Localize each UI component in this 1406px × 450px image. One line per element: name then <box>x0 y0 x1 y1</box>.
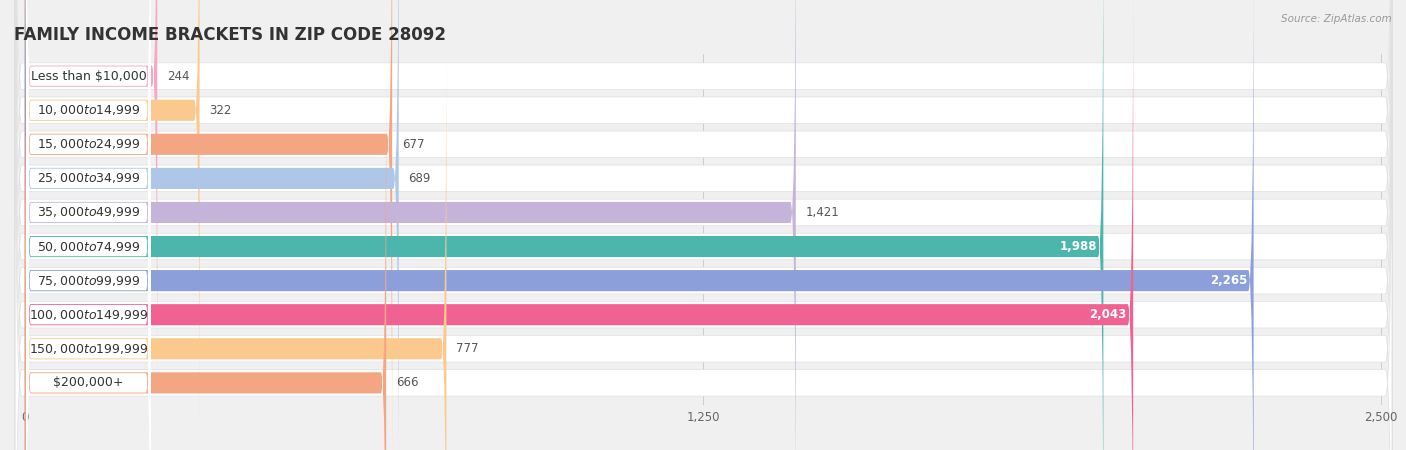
Text: $200,000+: $200,000+ <box>53 376 124 389</box>
FancyBboxPatch shape <box>25 0 157 406</box>
FancyBboxPatch shape <box>15 0 1392 450</box>
Text: $50,000 to $74,999: $50,000 to $74,999 <box>37 239 141 253</box>
FancyBboxPatch shape <box>25 0 150 407</box>
Text: 244: 244 <box>167 70 190 83</box>
Text: $25,000 to $34,999: $25,000 to $34,999 <box>37 171 141 185</box>
Text: $10,000 to $14,999: $10,000 to $14,999 <box>37 103 141 117</box>
Text: $100,000 to $149,999: $100,000 to $149,999 <box>28 308 148 322</box>
Text: Source: ZipAtlas.com: Source: ZipAtlas.com <box>1281 14 1392 23</box>
Text: Less than $10,000: Less than $10,000 <box>31 70 146 83</box>
FancyBboxPatch shape <box>25 0 1133 450</box>
FancyBboxPatch shape <box>25 18 447 450</box>
FancyBboxPatch shape <box>25 0 150 450</box>
Text: $75,000 to $99,999: $75,000 to $99,999 <box>37 274 141 288</box>
FancyBboxPatch shape <box>15 0 1392 450</box>
FancyBboxPatch shape <box>15 0 1392 450</box>
Text: 2,043: 2,043 <box>1090 308 1126 321</box>
FancyBboxPatch shape <box>15 0 1392 450</box>
Text: $35,000 to $49,999: $35,000 to $49,999 <box>37 206 141 220</box>
FancyBboxPatch shape <box>25 0 150 450</box>
Text: $15,000 to $24,999: $15,000 to $24,999 <box>37 137 141 151</box>
FancyBboxPatch shape <box>15 0 1392 450</box>
FancyBboxPatch shape <box>25 0 1254 450</box>
FancyBboxPatch shape <box>25 0 200 441</box>
Text: 666: 666 <box>396 376 419 389</box>
Text: $150,000 to $199,999: $150,000 to $199,999 <box>28 342 148 356</box>
Text: 677: 677 <box>402 138 425 151</box>
Text: 689: 689 <box>408 172 430 185</box>
FancyBboxPatch shape <box>15 0 1392 450</box>
FancyBboxPatch shape <box>25 52 150 450</box>
FancyBboxPatch shape <box>15 0 1392 450</box>
FancyBboxPatch shape <box>15 0 1392 450</box>
FancyBboxPatch shape <box>25 0 150 450</box>
FancyBboxPatch shape <box>25 53 387 450</box>
Text: 322: 322 <box>209 104 232 117</box>
FancyBboxPatch shape <box>25 18 150 450</box>
FancyBboxPatch shape <box>15 0 1392 450</box>
FancyBboxPatch shape <box>25 0 150 450</box>
FancyBboxPatch shape <box>25 0 1104 450</box>
Text: 2,265: 2,265 <box>1209 274 1247 287</box>
FancyBboxPatch shape <box>25 0 399 450</box>
FancyBboxPatch shape <box>15 0 1392 450</box>
FancyBboxPatch shape <box>25 0 796 450</box>
FancyBboxPatch shape <box>25 86 150 450</box>
FancyBboxPatch shape <box>25 0 150 373</box>
FancyBboxPatch shape <box>25 0 392 450</box>
Text: 1,421: 1,421 <box>806 206 839 219</box>
Text: FAMILY INCOME BRACKETS IN ZIP CODE 28092: FAMILY INCOME BRACKETS IN ZIP CODE 28092 <box>14 26 446 44</box>
FancyBboxPatch shape <box>25 0 150 441</box>
Text: 1,988: 1,988 <box>1059 240 1097 253</box>
Text: 777: 777 <box>456 342 478 355</box>
